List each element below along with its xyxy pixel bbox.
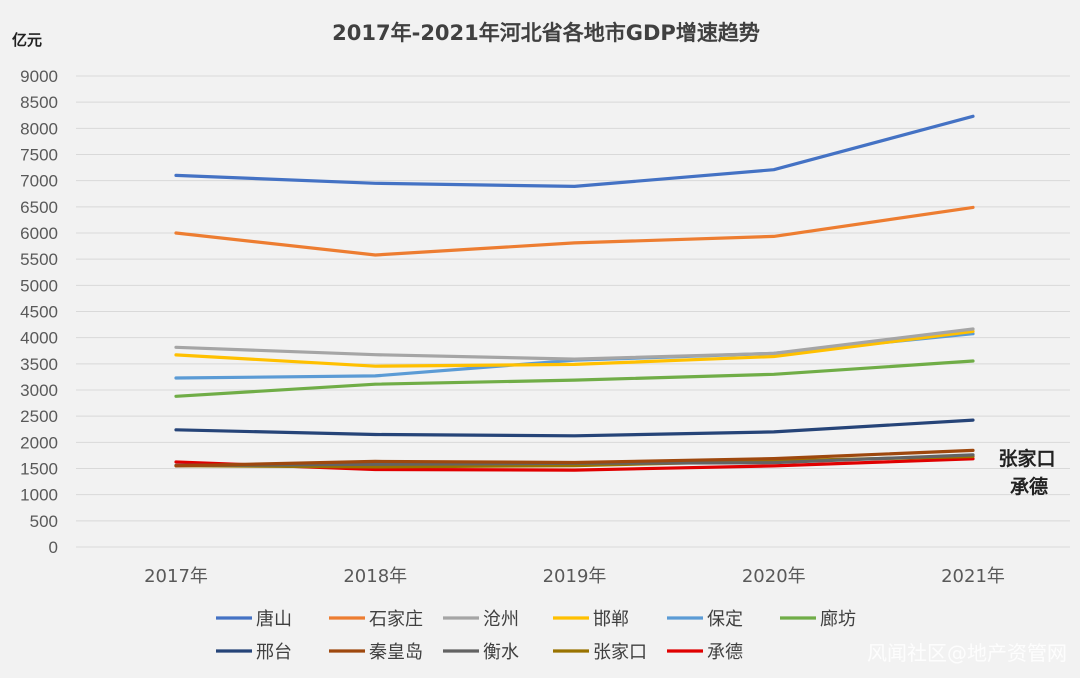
y-tick-label: 2000 — [20, 433, 58, 452]
legend-label-7: 邢台 — [256, 642, 292, 663]
chart-title: 2017年-2021年河北省各地市GDP增速趋势 — [332, 21, 760, 45]
series-line-1 — [174, 114, 975, 188]
y-tick-label: 7000 — [20, 172, 58, 191]
legend-label-6: 廊坊 — [820, 609, 856, 630]
x-tick-label: 2020年 — [742, 566, 806, 587]
legend-label-1: 唐山 — [256, 609, 292, 630]
x-axis-ticks: 2017年 2018年 2019年 2020年 2021年 — [144, 566, 1005, 587]
y-tick-label: 2500 — [20, 407, 58, 426]
y-tick-label: 3500 — [20, 355, 58, 374]
legend-label-10: 张家口 — [593, 642, 647, 663]
x-tick-label: 2017年 — [144, 566, 208, 587]
x-tick-label: 2019年 — [543, 566, 607, 587]
y-tick-label: 1000 — [20, 486, 58, 505]
series-line-6 — [174, 359, 975, 398]
y-tick-label: 4000 — [20, 329, 58, 348]
series-line-7 — [174, 418, 975, 438]
series-line-2 — [174, 205, 975, 257]
legend-label-11: 承德 — [707, 642, 743, 663]
legend-label-2: 石家庄 — [369, 609, 423, 630]
y-axis-unit-label: 亿元 — [12, 31, 42, 49]
series-line-3 — [174, 327, 975, 361]
annotation-zhangjiakou: 张家口 — [998, 447, 1055, 470]
legend-label-4: 邯郸 — [593, 609, 629, 630]
y-tick-label: 1500 — [20, 460, 58, 479]
y-tick-label: 500 — [30, 512, 58, 531]
y-tick-label: 8000 — [20, 119, 58, 138]
series-line-4 — [174, 329, 975, 368]
y-tick-label: 6500 — [20, 198, 58, 217]
y-tick-label: 0 — [49, 538, 58, 557]
y-tick-label: 4500 — [20, 303, 58, 322]
legend-label-8: 秦皇岛 — [369, 642, 423, 663]
series-lines — [174, 114, 975, 472]
y-tick-label: 8500 — [20, 93, 58, 112]
series-line-8 — [174, 448, 975, 468]
y-tick-label: 7500 — [20, 146, 58, 165]
y-tick-label: 3000 — [20, 381, 58, 400]
y-axis-ticks: 0 500 1000 1500 2000 2500 3000 3500 4000 4500 5000… — [20, 67, 58, 557]
y-tick-label: 9000 — [20, 67, 58, 86]
legend-label-9: 衡水 — [483, 642, 519, 663]
legend-label-5: 保定 — [707, 609, 743, 630]
y-tick-label: 5500 — [20, 250, 58, 269]
gridlines — [76, 75, 1070, 548]
x-tick-label: 2021年 — [941, 566, 1005, 587]
x-tick-label: 2018年 — [343, 566, 407, 587]
watermark: 风闻社区@地产资管网 — [867, 641, 1067, 665]
y-tick-label: 6000 — [20, 224, 58, 243]
legend-label-3: 沧州 — [483, 609, 519, 630]
annotation-chengde: 承德 — [1010, 475, 1048, 498]
y-tick-label: 5000 — [20, 276, 58, 295]
series-line-5 — [174, 332, 975, 380]
